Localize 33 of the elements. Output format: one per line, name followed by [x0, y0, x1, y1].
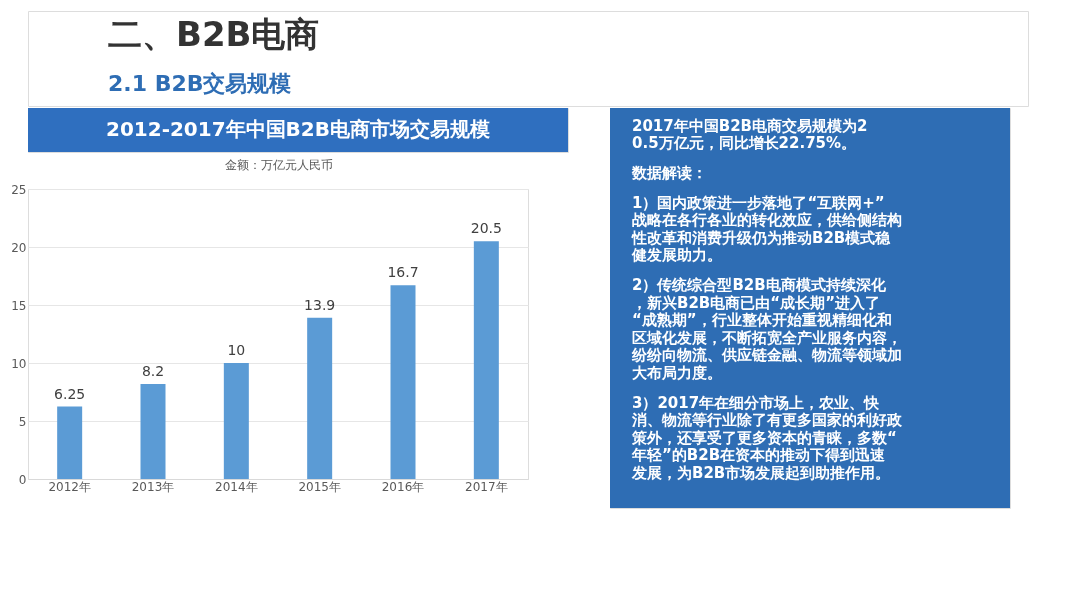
bar [473, 241, 499, 479]
data-label: 16.7 [387, 264, 419, 281]
text: 数据解读： [631, 163, 707, 182]
text: 2.1 B2B交易规模 [108, 71, 292, 96]
data-label: 10 [227, 342, 246, 358]
data-label: 13.9 [304, 296, 336, 313]
data-label: 8.2 [141, 362, 165, 379]
x-tick-label: 2015年 [298, 479, 341, 494]
data-label: 20.5 [470, 220, 502, 237]
y-tick-label: 20 [11, 240, 27, 255]
x-tick-label: 2013年 [131, 479, 175, 494]
y-tick-label: 0 [18, 472, 27, 487]
x-tick-label: 2012年 [48, 479, 91, 494]
x-tick-label: 2016年 [381, 479, 425, 494]
text: 2）传统综合型B2B电商模式持续深化，新兴B2B电商已由“成长期”进入了“成熟期”，行业整体开始重视精细化和区域化发展，不断拓宽全产业服务内容，纷纷向物流、供应链金融、物流等领域加大布局力度。 [631, 276, 902, 382]
bar [57, 406, 83, 479]
x-tick-label: 2014年 [215, 479, 258, 494]
text: 2017年中国B2B电商交易规模为20.5万亿元，同比增长22.75%。 [632, 116, 868, 153]
chart-title: 2012-2017年中国B2B电商市场交易规模 [105, 117, 491, 141]
bar [140, 383, 166, 479]
bar [390, 285, 416, 479]
text: 1）国内政策进一步落地了“互联网+”战略在各行各业的转化效应，供给侧结构性改革和消费升级仍为推动B2B模式稳健发展助力。 [631, 193, 902, 265]
bar [307, 317, 333, 479]
y-tick-label: 15 [11, 298, 27, 313]
y-tick-label: 5 [18, 414, 27, 429]
y-tick-label: 25 [11, 182, 27, 197]
text: 3）2017年在细分市场上，农业、快消、物流等行业除了有更多国家的利好政策外，还享受了更多资本的青睐，多数“年轻”的B2B在资本的推动下得到迅速发展，为B2B市场发展起到助推作用。 [631, 393, 903, 482]
y-tick-label: 10 [11, 356, 27, 371]
y-axis-title: 金额：万亿元人民币 [224, 157, 333, 172]
data-label: 6.25 [54, 385, 86, 402]
x-tick-label: 2017年 [465, 479, 508, 494]
bar [223, 363, 249, 479]
text: 二、B2B电商 [108, 14, 320, 54]
